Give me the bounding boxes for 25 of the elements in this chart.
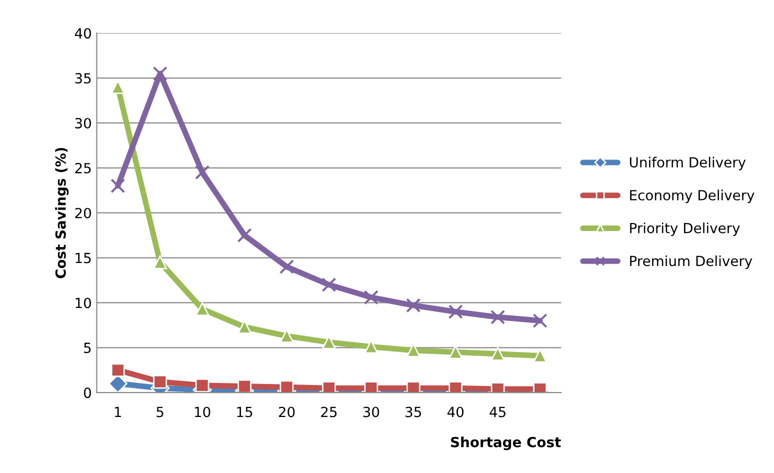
y-axis-title: Cost Savings (%) [55, 148, 69, 278]
x-tick-label: 25 [321, 406, 337, 418]
y-tick-label: 35 [75, 73, 91, 84]
x-tick-label: 15 [237, 406, 252, 418]
legend-label: Economy Delivery [630, 190, 754, 204]
legend-label: Priority Delivery [630, 222, 740, 236]
x-tick-label: 20 [278, 406, 295, 418]
legend-label: Uniform Delivery [630, 156, 746, 170]
x-tick-label: 40 [447, 406, 464, 418]
x-tick-label: 35 [406, 406, 422, 418]
y-tick-label: 0 [84, 388, 91, 398]
x-tick-label: 10 [194, 406, 210, 418]
x-tick-label: 1 [114, 406, 121, 418]
x-tick-label: 30 [363, 406, 380, 418]
y-tick-label: 20 [75, 208, 91, 218]
x-tick-label: 45 [490, 406, 506, 418]
y-tick-label: 30 [75, 118, 91, 128]
y-tick-label: 15 [76, 252, 91, 264]
x-axis-title: Shortage Cost [451, 436, 561, 450]
x-tick-label: 5 [156, 406, 164, 418]
y-tick-label: 40 [74, 28, 91, 39]
legend-label: Premium Delivery [630, 255, 752, 269]
y-tick-label: 25 [75, 162, 91, 174]
y-tick-label: 10 [76, 298, 91, 308]
y-tick-label: 5 [84, 342, 91, 354]
